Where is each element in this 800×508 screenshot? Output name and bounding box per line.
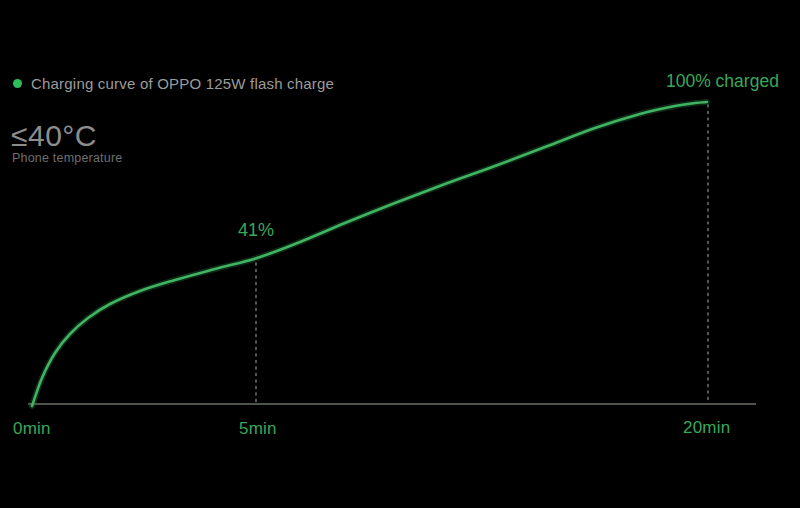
phone-temperature-value: ≤40°C <box>11 119 97 153</box>
annotation-41-percent: 41% <box>238 220 274 241</box>
legend-dot-icon <box>13 79 22 88</box>
x-axis-label-20min: 20min <box>683 418 730 438</box>
x-axis-label-0min: 0min <box>13 419 51 439</box>
legend: Charging curve of OPPO 125W flash charge <box>13 75 334 92</box>
phone-temperature-caption: Phone temperature <box>12 151 122 165</box>
charging-curve-panel: Charging curve of OPPO 125W flash charge… <box>0 0 800 508</box>
x-axis-label-5min: 5min <box>239 419 277 439</box>
annotation-100-percent-charged: 100% charged <box>666 71 779 92</box>
legend-label: Charging curve of OPPO 125W flash charge <box>31 75 334 92</box>
